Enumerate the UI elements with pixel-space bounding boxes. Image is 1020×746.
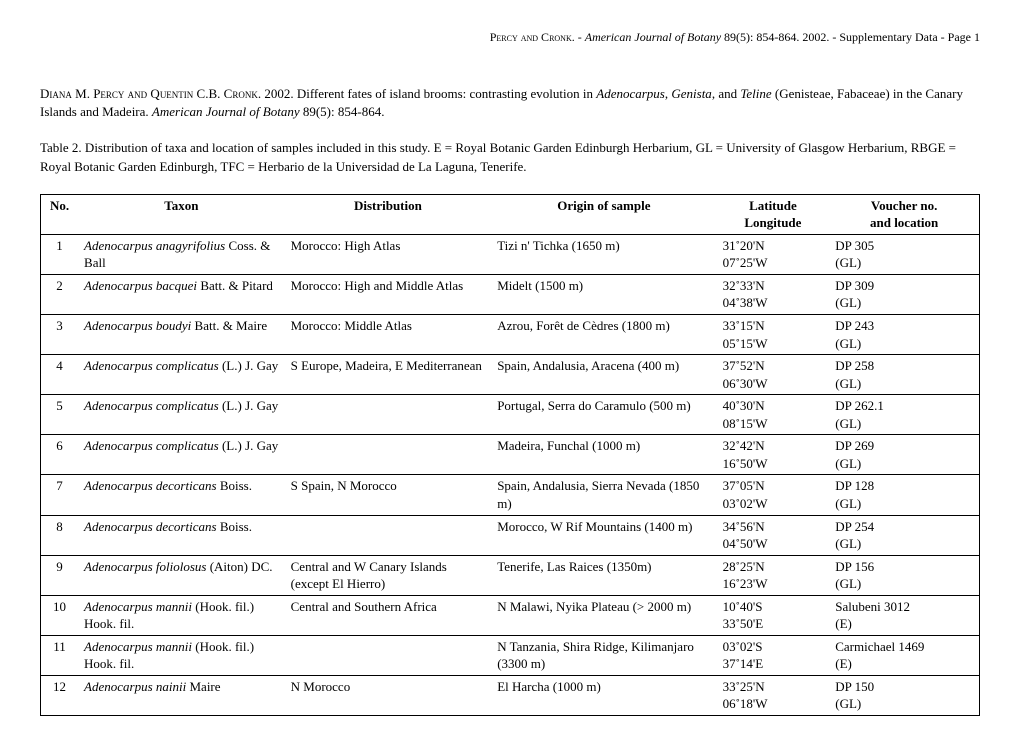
table-row: 5Adenocarpus complicatus (L.) J. Gay Port… bbox=[41, 395, 980, 435]
table-cell: Portugal, Serra do Caramulo (500 m) bbox=[491, 395, 716, 435]
table-cell: Spain, Andalusia, Sierra Nevada (1850 m) bbox=[491, 475, 716, 515]
table-caption: Table 2. Distribution of taxa and locati… bbox=[40, 139, 980, 175]
table-row: 3Adenocarpus boudyi Batt. & MaireMorocco… bbox=[41, 315, 980, 355]
table-cell: Madeira, Funchal (1000 m) bbox=[491, 435, 716, 475]
table-cell: 33˚15'N05˚15'W bbox=[717, 315, 830, 355]
citation-authors: Diana M. Percy and Quentin C.B. Cronk bbox=[40, 86, 258, 101]
citation-block: Diana M. Percy and Quentin C.B. Cronk. 2… bbox=[40, 85, 980, 121]
table-cell: Salubeni 3012(E) bbox=[829, 595, 979, 635]
table-cell: DP 254(GL) bbox=[829, 515, 979, 555]
table-cell: 31˚20'N07˚25'W bbox=[717, 234, 830, 274]
table-cell: 3 bbox=[41, 315, 79, 355]
table-cell: Adenocarpus boudyi Batt. & Maire bbox=[78, 315, 285, 355]
header-journal: American Journal of Botany bbox=[585, 30, 721, 44]
table-cell: Morocco: Middle Atlas bbox=[285, 315, 492, 355]
table-cell: Morocco: High and Middle Atlas bbox=[285, 274, 492, 314]
table-cell: Tenerife, Las Raices (1350m) bbox=[491, 555, 716, 595]
table-cell: Adenocarpus complicatus (L.) J. Gay bbox=[78, 435, 285, 475]
table-cell: 4 bbox=[41, 355, 79, 395]
table-cell: Adenocarpus nainii Maire bbox=[78, 675, 285, 715]
table-cell: El Harcha (1000 m) bbox=[491, 675, 716, 715]
table-cell: 10 bbox=[41, 595, 79, 635]
table-cell: 9 bbox=[41, 555, 79, 595]
table-row: 6Adenocarpus complicatus (L.) J. Gay Made… bbox=[41, 435, 980, 475]
table-cell: Carmichael 1469(E) bbox=[829, 635, 979, 675]
table-cell: 33˚25'N06˚18'W bbox=[717, 675, 830, 715]
table-cell: Adenocarpus mannii (Hook. fil.) Hook. fi… bbox=[78, 595, 285, 635]
table-cell: Central and Southern Africa bbox=[285, 595, 492, 635]
table-row: 7Adenocarpus decorticans Boiss.S Spain, … bbox=[41, 475, 980, 515]
table-cell: N Tanzania, Shira Ridge, Kilimanjaro (33… bbox=[491, 635, 716, 675]
table-cell: DP 258(GL) bbox=[829, 355, 979, 395]
table-cell: N Malawi, Nyika Plateau (> 2000 m) bbox=[491, 595, 716, 635]
table-cell: 28˚25'N16˚23'W bbox=[717, 555, 830, 595]
table-cell: Adenocarpus mannii (Hook. fil.) Hook. fi… bbox=[78, 635, 285, 675]
table-cell: 34˚56'N04˚50'W bbox=[717, 515, 830, 555]
table-row: 2Adenocarpus bacquei Batt. & PitardMoroc… bbox=[41, 274, 980, 314]
distribution-table: No. Taxon Distribution Origin of sample … bbox=[40, 194, 980, 716]
table-cell: 03˚02'S37˚14'E bbox=[717, 635, 830, 675]
table-row: 11Adenocarpus mannii (Hook. fil.) Hook. … bbox=[41, 635, 980, 675]
table-cell: DP 156(GL) bbox=[829, 555, 979, 595]
table-cell: 37˚52'N06˚30'W bbox=[717, 355, 830, 395]
table-cell: S Europe, Madeira, E Mediterranean bbox=[285, 355, 492, 395]
table-cell: 6 bbox=[41, 435, 79, 475]
table-cell: DP 305(GL) bbox=[829, 234, 979, 274]
table-row: 4Adenocarpus complicatus (L.) J. GayS Eu… bbox=[41, 355, 980, 395]
col-no: No. bbox=[41, 194, 79, 234]
table-cell: Adenocarpus anagyrifolius Coss. & Ball bbox=[78, 234, 285, 274]
table-row: 9Adenocarpus foliolosus (Aiton) DC.Centr… bbox=[41, 555, 980, 595]
table-cell: Central and W Canary Islands (except El … bbox=[285, 555, 492, 595]
table-cell: DP 150(GL) bbox=[829, 675, 979, 715]
table-cell: 11 bbox=[41, 635, 79, 675]
table-row: 12Adenocarpus nainii MaireN MoroccoEl Ha… bbox=[41, 675, 980, 715]
table-cell: 1 bbox=[41, 234, 79, 274]
table-cell: Midelt (1500 m) bbox=[491, 274, 716, 314]
table-header-row: No. Taxon Distribution Origin of sample … bbox=[41, 194, 980, 234]
table-cell: Tizi n' Tichka (1650 m) bbox=[491, 234, 716, 274]
table-cell: Spain, Andalusia, Aracena (400 m) bbox=[491, 355, 716, 395]
table-cell bbox=[285, 515, 492, 555]
header-authors: Percy and Cronk bbox=[490, 30, 572, 44]
col-taxon: Taxon bbox=[78, 194, 285, 234]
table-cell: 32˚33'N04˚38'W bbox=[717, 274, 830, 314]
table-cell: DP 309(GL) bbox=[829, 274, 979, 314]
table-cell: 37˚05'N03˚02'W bbox=[717, 475, 830, 515]
table-cell: 8 bbox=[41, 515, 79, 555]
table-cell: 40˚30'N08˚15'W bbox=[717, 395, 830, 435]
table-cell: Adenocarpus complicatus (L.) J. Gay bbox=[78, 355, 285, 395]
table-cell: 12 bbox=[41, 675, 79, 715]
table-cell: DP 262.1(GL) bbox=[829, 395, 979, 435]
table-cell: Morocco: High Atlas bbox=[285, 234, 492, 274]
table-cell: 5 bbox=[41, 395, 79, 435]
table-cell: N Morocco bbox=[285, 675, 492, 715]
table-row: 10Adenocarpus mannii (Hook. fil.) Hook. … bbox=[41, 595, 980, 635]
header-issue: 89(5): 854-864. 2002. - Supplementary Da… bbox=[721, 30, 980, 44]
col-lat: Latitude Longitude bbox=[717, 194, 830, 234]
table-cell: Azrou, Forêt de Cèdres (1800 m) bbox=[491, 315, 716, 355]
table-cell: Adenocarpus complicatus (L.) J. Gay bbox=[78, 395, 285, 435]
table-cell: 7 bbox=[41, 475, 79, 515]
col-distr: Distribution bbox=[285, 194, 492, 234]
table-cell bbox=[285, 635, 492, 675]
table-cell: DP 269(GL) bbox=[829, 435, 979, 475]
table-cell bbox=[285, 395, 492, 435]
table-cell: 10˚40'S33˚50'E bbox=[717, 595, 830, 635]
col-orig: Origin of sample bbox=[491, 194, 716, 234]
running-header: Percy and Cronk. - American Journal of B… bbox=[40, 30, 980, 45]
table-cell: Adenocarpus decorticans Boiss. bbox=[78, 515, 285, 555]
table-cell: DP 128(GL) bbox=[829, 475, 979, 515]
table-row: 8Adenocarpus decorticans Boiss. Morocco, … bbox=[41, 515, 980, 555]
table-cell: 2 bbox=[41, 274, 79, 314]
table-cell: Adenocarpus bacquei Batt. & Pitard bbox=[78, 274, 285, 314]
table-cell: 32˚42'N16˚50'W bbox=[717, 435, 830, 475]
col-voucher: Voucher no. and location bbox=[829, 194, 979, 234]
table-row: 1Adenocarpus anagyrifolius Coss. & BallM… bbox=[41, 234, 980, 274]
table-cell: DP 243(GL) bbox=[829, 315, 979, 355]
table-cell: Adenocarpus foliolosus (Aiton) DC. bbox=[78, 555, 285, 595]
table-cell: Adenocarpus decorticans Boiss. bbox=[78, 475, 285, 515]
table-cell: S Spain, N Morocco bbox=[285, 475, 492, 515]
table-cell: Morocco, W Rif Mountains (1400 m) bbox=[491, 515, 716, 555]
table-cell bbox=[285, 435, 492, 475]
